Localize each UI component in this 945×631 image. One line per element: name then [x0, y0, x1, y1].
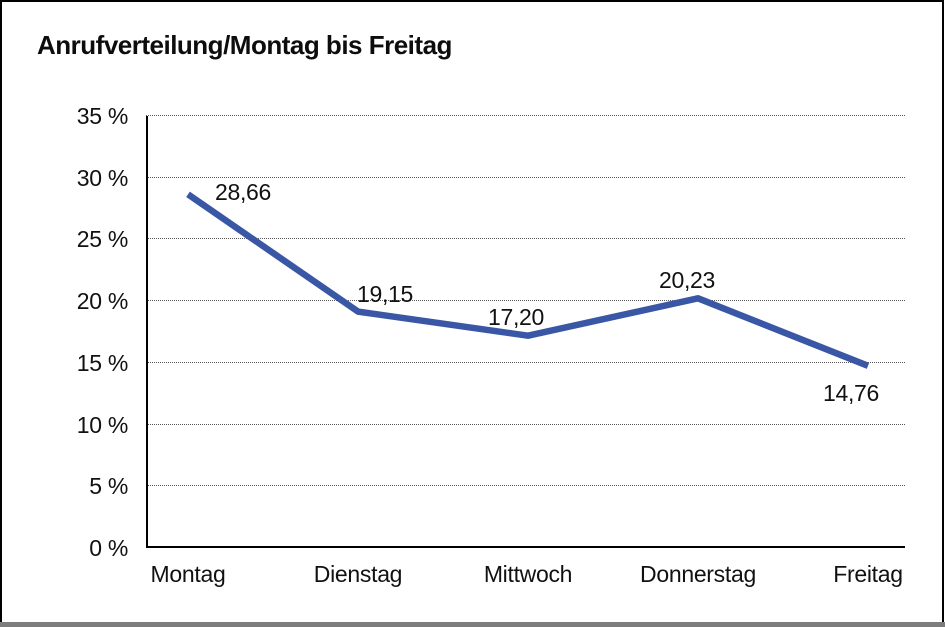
y-gridline	[146, 115, 905, 116]
data-point-label: 17,20	[487, 303, 545, 330]
chart-title: Anrufverteilung/Montag bis Freitag	[37, 30, 452, 60]
frame-border-right	[942, 0, 944, 623]
trend-line	[186, 191, 870, 369]
x-category-label: Mittwoch	[483, 561, 573, 587]
y-gridline	[146, 300, 905, 302]
y-tick-label: 15 %	[76, 349, 129, 376]
y-gridline	[146, 485, 905, 487]
data-point-label: 19,15	[356, 280, 414, 307]
data-point-label: 14,76	[822, 379, 880, 406]
x-category-label: Freitag	[833, 561, 903, 587]
y-tick-label: 20 %	[76, 288, 129, 315]
y-gridline	[146, 176, 905, 178]
y-tick-label: 0 %	[89, 535, 128, 561]
y-axis	[146, 116, 148, 548]
y-tick-label: 5 %	[89, 473, 128, 500]
y-tick-label: 25 %	[76, 226, 129, 253]
y-tick-label: 30 %	[76, 164, 129, 191]
y-gridline	[146, 361, 905, 363]
frame-bottom-bar	[0, 622, 945, 627]
y-tick-label: 35 %	[76, 103, 129, 129]
y-gridline	[146, 238, 905, 240]
y-gridline	[146, 423, 905, 425]
x-category-label: Montag	[150, 561, 226, 587]
data-point-label: 28,66	[214, 179, 272, 206]
y-tick-label: 10 %	[76, 411, 129, 438]
x-category-label: Dienstag	[313, 561, 403, 587]
x-axis	[146, 546, 905, 548]
frame-border-top	[0, 0, 944, 2]
data-point-label: 20,23	[658, 267, 716, 294]
x-category-label: Donnerstag	[640, 561, 756, 587]
frame-border-left	[0, 0, 2, 623]
